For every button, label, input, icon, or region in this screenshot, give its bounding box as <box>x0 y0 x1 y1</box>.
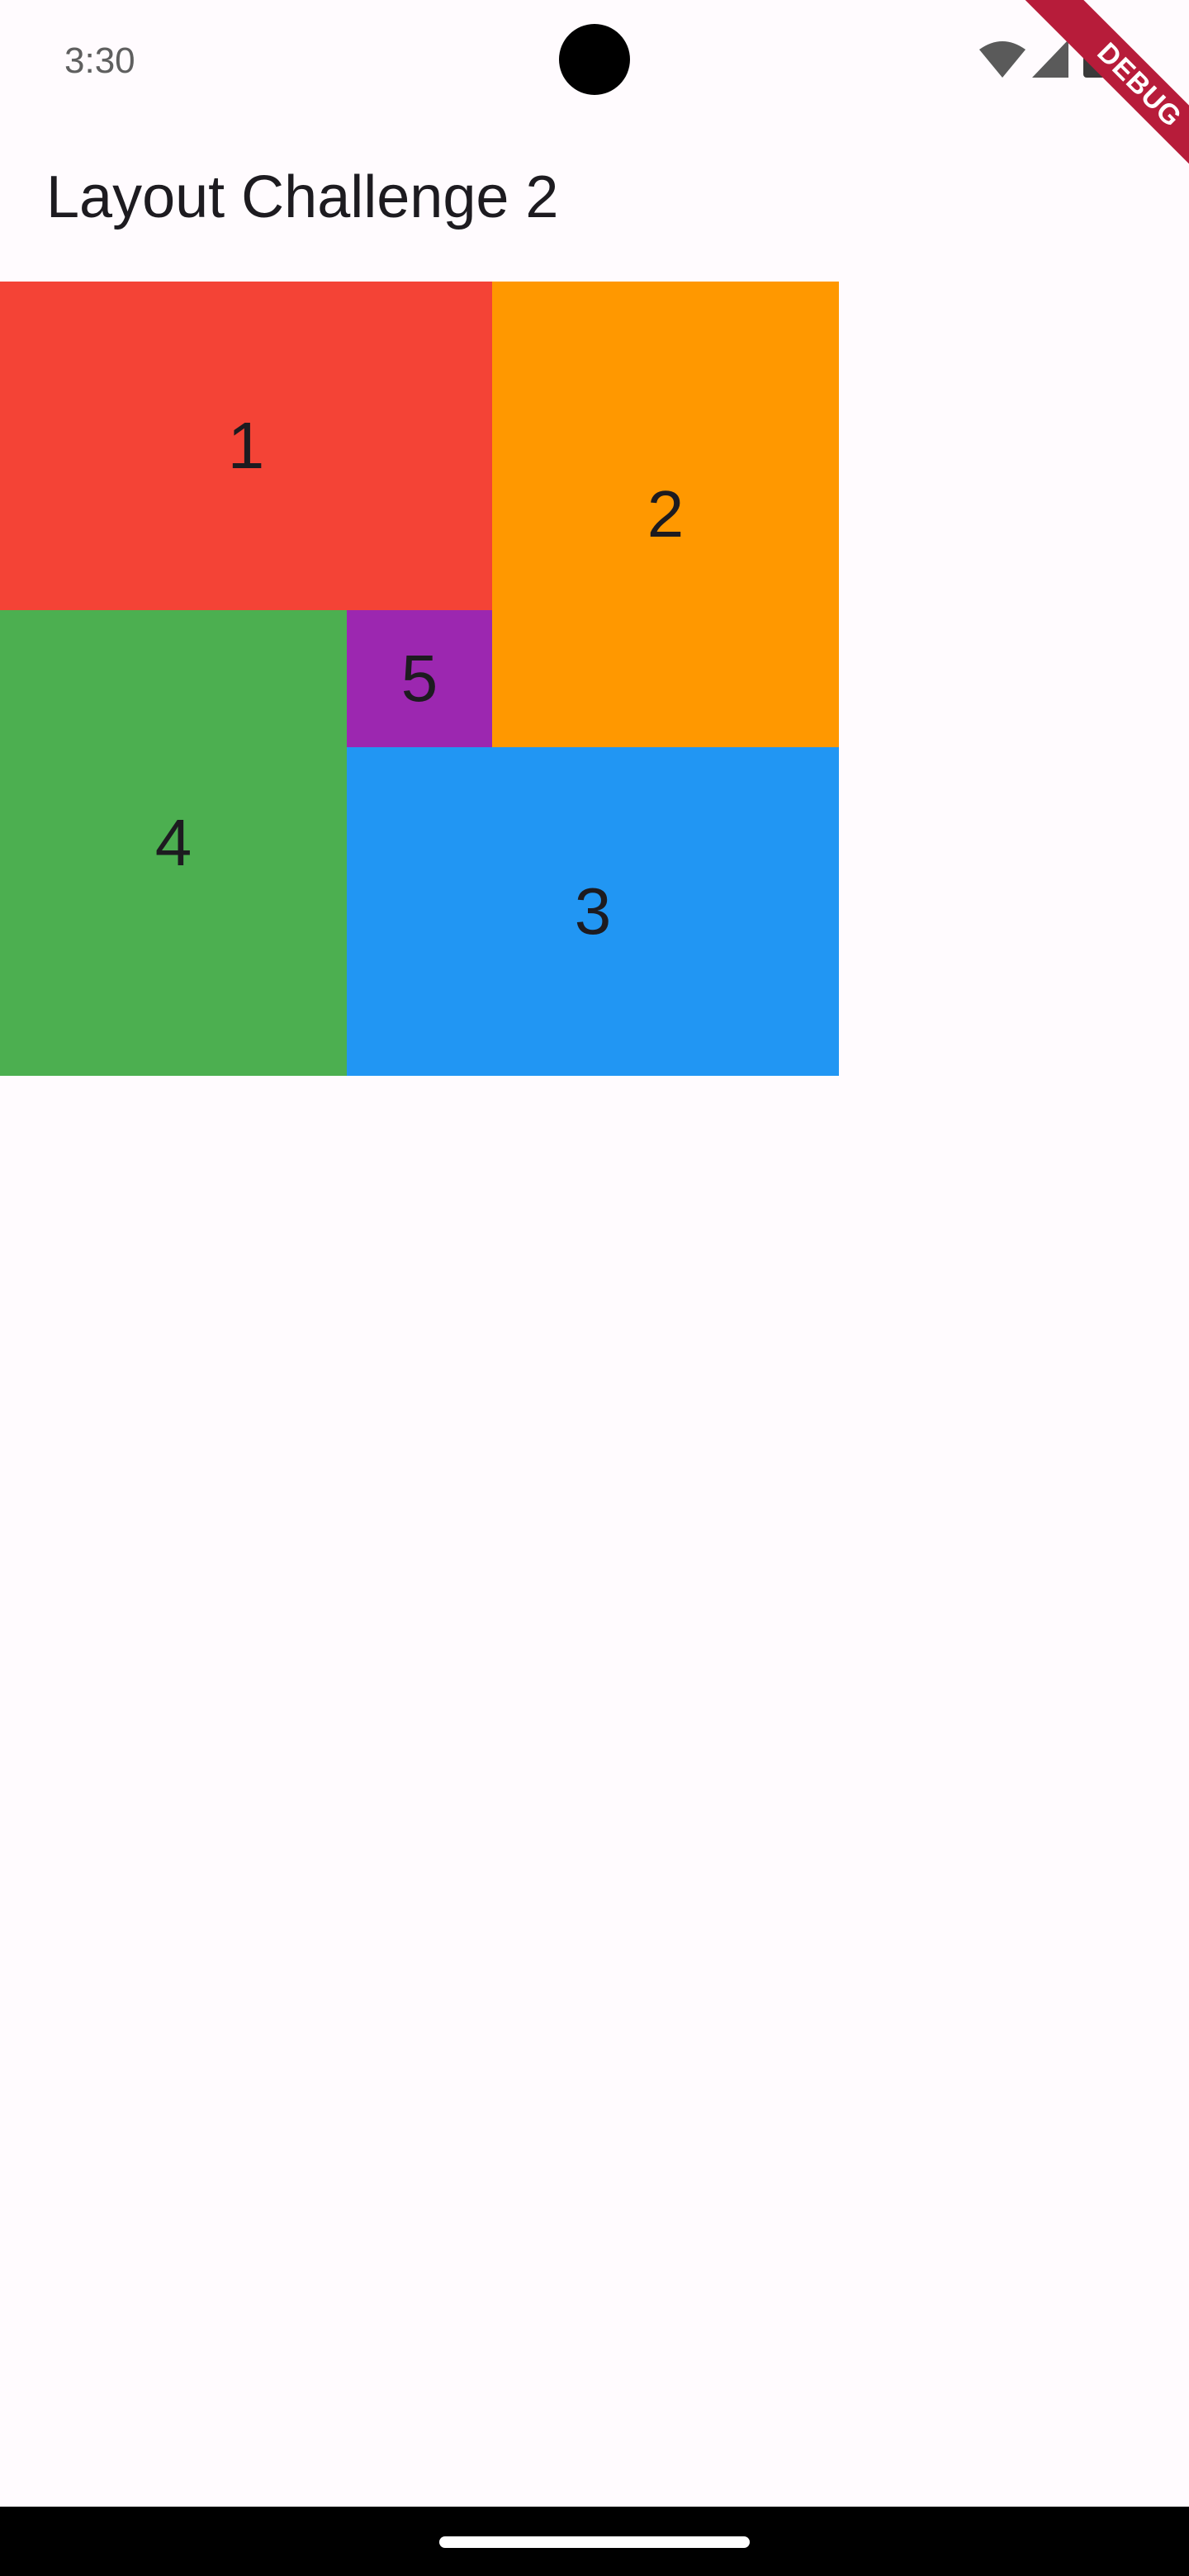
box-1-label: 1 <box>227 409 265 482</box>
app-bar: Layout Challenge 2 <box>0 116 1189 281</box>
box-5-label: 5 <box>400 642 438 715</box>
box-2: 2 <box>492 282 839 747</box>
box-2-label: 2 <box>647 477 685 551</box>
box-4: 4 <box>0 610 347 1076</box>
camera-cutout <box>559 24 630 95</box>
box-4-label: 4 <box>154 806 192 879</box>
box-3: 3 <box>347 747 839 1076</box>
box-1: 1 <box>0 282 492 610</box>
home-indicator[interactable] <box>439 2536 750 2548</box>
box-5: 5 <box>347 610 492 747</box>
page-title: Layout Challenge 2 <box>46 164 559 230</box>
status-time: 3:30 <box>64 40 135 81</box>
wifi-icon <box>979 41 1026 78</box>
signal-icon <box>1032 40 1068 78</box>
box-3-label: 3 <box>574 874 612 948</box>
